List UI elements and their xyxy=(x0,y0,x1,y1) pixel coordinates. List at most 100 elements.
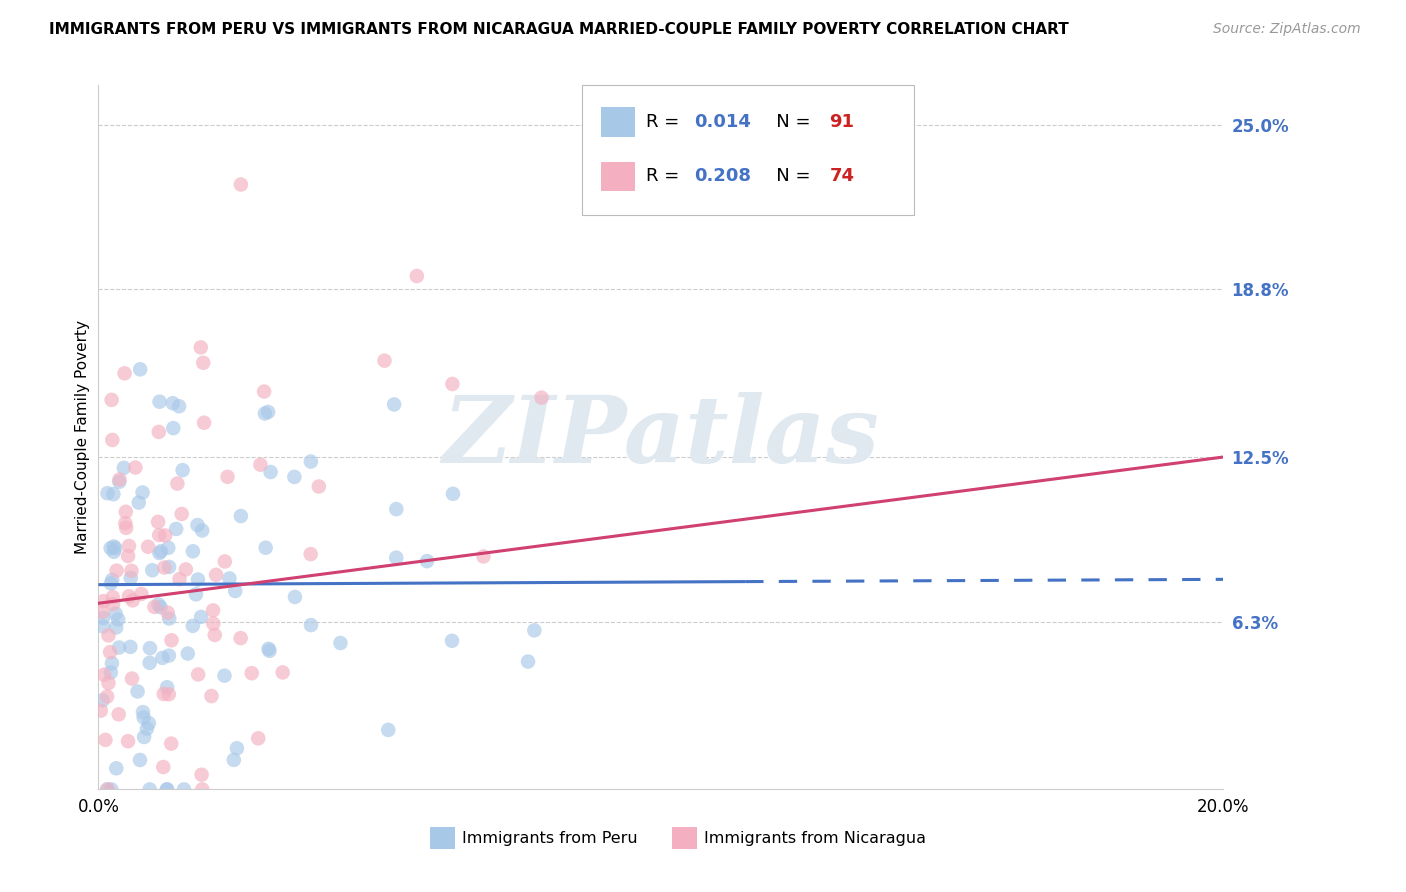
Bar xyxy=(602,107,636,136)
Point xyxy=(132,710,155,724)
Point xyxy=(329,636,352,650)
Point xyxy=(177,647,200,661)
Point xyxy=(153,528,176,542)
Point xyxy=(101,597,124,611)
Point xyxy=(299,547,322,561)
Point xyxy=(157,560,180,574)
Point xyxy=(148,425,170,439)
Point xyxy=(115,521,138,535)
Point xyxy=(440,633,463,648)
Point xyxy=(190,340,212,354)
Point xyxy=(181,619,204,633)
Point xyxy=(169,572,191,586)
Text: 91: 91 xyxy=(830,113,855,131)
Point xyxy=(382,397,405,411)
Point xyxy=(100,541,122,556)
Point xyxy=(523,624,546,638)
Point xyxy=(149,544,172,558)
Point xyxy=(253,407,276,421)
Point xyxy=(146,515,169,529)
Point xyxy=(193,416,215,430)
Point xyxy=(90,704,112,718)
Point xyxy=(100,392,122,407)
Point xyxy=(160,737,183,751)
Point xyxy=(218,572,240,586)
Point xyxy=(530,391,553,405)
Point xyxy=(157,541,180,555)
Point xyxy=(127,684,149,698)
Point xyxy=(104,607,127,621)
Point xyxy=(117,734,139,748)
Point xyxy=(204,628,226,642)
Point xyxy=(91,605,114,619)
Point xyxy=(157,687,180,701)
Point xyxy=(112,461,135,475)
Point xyxy=(156,606,179,620)
Point xyxy=(517,655,540,669)
Point xyxy=(143,599,166,614)
Y-axis label: Married-Couple Family Poverty: Married-Couple Family Poverty xyxy=(75,320,90,554)
Point xyxy=(139,641,162,656)
Text: IMMIGRANTS FROM PERU VS IMMIGRANTS FROM NICARAGUA MARRIED-COUPLE FAMILY POVERTY : IMMIGRANTS FROM PERU VS IMMIGRANTS FROM … xyxy=(49,22,1069,37)
Point xyxy=(240,666,263,681)
Point xyxy=(405,268,427,283)
Point xyxy=(190,610,212,624)
Bar xyxy=(430,827,456,849)
Point xyxy=(101,657,124,671)
Point xyxy=(136,540,159,554)
Point xyxy=(148,546,170,560)
Point xyxy=(152,651,174,665)
Point xyxy=(96,690,118,704)
Point xyxy=(377,723,399,737)
Point xyxy=(132,730,155,744)
Point xyxy=(138,782,160,797)
Point xyxy=(229,509,252,524)
Point xyxy=(103,545,125,559)
FancyBboxPatch shape xyxy=(582,85,914,215)
Point xyxy=(152,760,174,774)
Point xyxy=(441,487,464,501)
Point xyxy=(148,528,170,542)
Point xyxy=(200,689,222,703)
Point xyxy=(114,516,136,531)
Point xyxy=(107,612,129,626)
Point xyxy=(214,668,236,682)
Text: 74: 74 xyxy=(830,168,855,186)
Point xyxy=(101,433,124,447)
Point xyxy=(97,628,120,642)
Point xyxy=(170,507,193,521)
Point xyxy=(214,554,236,568)
Point xyxy=(283,470,305,484)
Text: Immigrants from Nicaragua: Immigrants from Nicaragua xyxy=(703,830,925,846)
Point xyxy=(149,600,172,615)
Point xyxy=(97,676,120,690)
Point xyxy=(114,505,136,519)
Point xyxy=(441,376,464,391)
Point xyxy=(96,782,118,797)
Point xyxy=(103,487,125,501)
Point xyxy=(157,648,180,663)
Point xyxy=(259,465,281,479)
Point xyxy=(91,693,114,707)
Point xyxy=(153,687,176,701)
Point xyxy=(191,524,214,538)
Point xyxy=(165,522,187,536)
Text: R =: R = xyxy=(647,113,685,131)
Text: 0.014: 0.014 xyxy=(695,113,751,131)
Point xyxy=(167,399,190,413)
Point xyxy=(131,485,153,500)
Point xyxy=(253,384,276,399)
Point xyxy=(114,366,136,380)
Point xyxy=(187,573,209,587)
Point xyxy=(257,641,280,656)
Point xyxy=(91,594,114,608)
Point xyxy=(249,458,271,472)
Text: ZIPatlas: ZIPatlas xyxy=(443,392,879,482)
Point xyxy=(103,540,125,554)
Point xyxy=(124,460,146,475)
Point xyxy=(202,603,225,617)
Point xyxy=(160,633,183,648)
Point xyxy=(247,731,270,746)
Point xyxy=(187,667,209,681)
Point xyxy=(100,665,122,680)
